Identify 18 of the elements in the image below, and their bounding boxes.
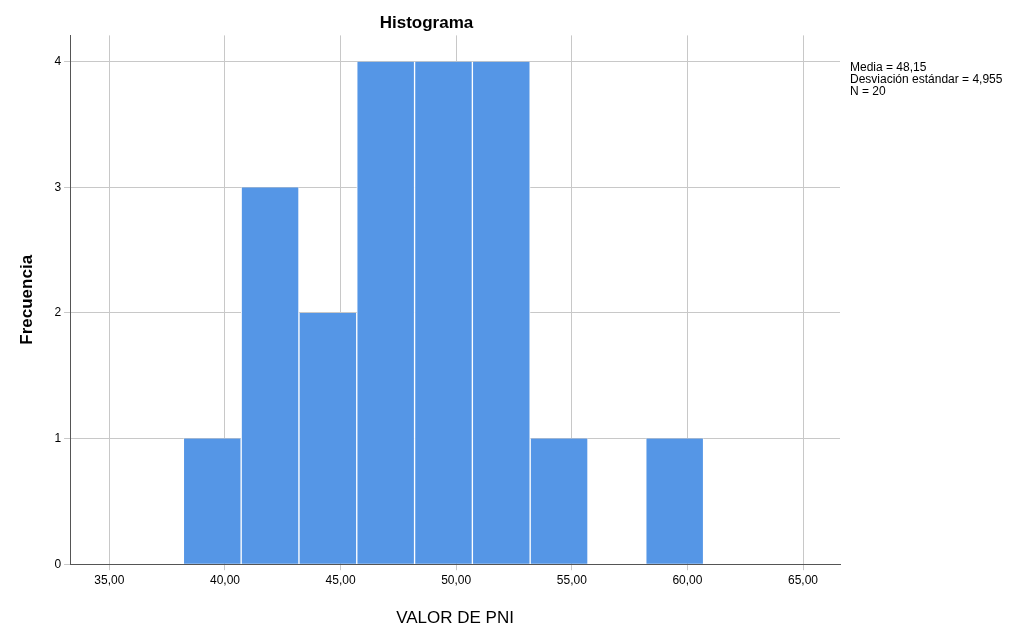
y-tick-label: 3 xyxy=(54,179,62,194)
x-axis-title: VALOR DE PNI xyxy=(396,608,514,628)
y-tick-label: 2 xyxy=(54,305,62,320)
x-tick-label: 40,00 xyxy=(209,572,241,587)
text: Desviación estándar = 4,955 xyxy=(850,72,1003,87)
x-tick-label: 55,00 xyxy=(556,572,588,587)
y-axis-title: Frecuencia xyxy=(16,254,36,345)
text: N = 20 xyxy=(850,84,887,99)
chart-title: Histograma xyxy=(379,12,474,32)
x-tick-label: 60,00 xyxy=(672,572,703,587)
x-tick-label: 50,00 xyxy=(441,572,472,587)
x-tick-label: 35,00 xyxy=(94,572,125,587)
y-tick-label: 0 xyxy=(54,556,62,571)
text: Media = 48,15 xyxy=(850,60,927,75)
y-tick-label: 4 xyxy=(54,54,62,69)
y-tick-label: 1 xyxy=(54,430,62,445)
x-tick-label: 65,00 xyxy=(787,572,819,587)
x-tick-label: 45,00 xyxy=(325,572,356,587)
